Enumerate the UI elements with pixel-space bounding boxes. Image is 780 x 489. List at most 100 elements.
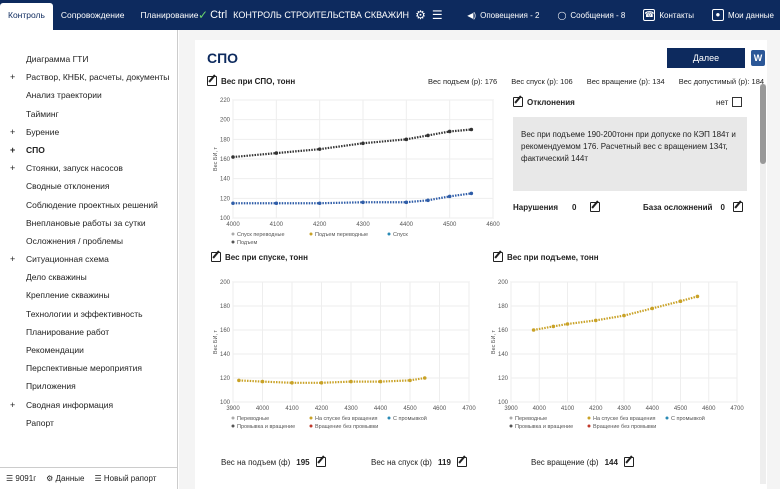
edit-icon[interactable]	[493, 252, 503, 262]
tab-planning[interactable]: Планирование	[140, 10, 199, 20]
edit-icon[interactable]	[315, 457, 326, 467]
data-button[interactable]: ⚙ Данные	[46, 474, 85, 483]
sidebar-item[interactable]: + Ситуационная схема	[0, 250, 178, 268]
sidebar-item[interactable]: + Сводная информация	[0, 396, 178, 414]
edit-icon[interactable]	[623, 457, 634, 467]
sidebar-item[interactable]: + Раствор, КНБК, расчеты, документы	[0, 68, 178, 86]
series-line	[380, 379, 411, 383]
x-tick-label: 4100	[270, 222, 284, 228]
chart3-title-text: Вес при подъеме, тонн	[507, 252, 599, 262]
deviations-header: Отклонения	[513, 97, 575, 107]
sidebar-item[interactable]: Перспективные мероприятия	[0, 359, 178, 377]
tab-support[interactable]: Сопровождение	[60, 10, 125, 20]
edit-icon[interactable]	[211, 252, 221, 262]
legend-label: Подъем переводные	[315, 232, 368, 238]
edit-icon[interactable]	[513, 97, 523, 107]
series-line	[449, 128, 472, 133]
series-line	[680, 295, 698, 303]
fact-up: Вес на подъем (ф) 195	[221, 457, 326, 467]
contacts-link[interactable]: ☎ Контакты	[643, 9, 694, 21]
expand-icon[interactable]: +	[10, 163, 16, 174]
top-bar: Контроль Сопровождение Планирование ✓ Ct…	[0, 0, 780, 30]
violations-row: Нарушения 0	[513, 202, 601, 212]
sidebar-item-label: Крепление скважины	[26, 290, 110, 301]
expand-icon[interactable]: +	[10, 144, 16, 155]
brand-logo-icon: ✓	[198, 8, 209, 22]
edit-icon[interactable]	[732, 202, 743, 212]
chat-icon: ◯	[557, 10, 567, 20]
brand-logo: Ctrl	[210, 9, 228, 21]
sidebar-item[interactable]: + Бурение	[0, 123, 178, 141]
phone-icon: ☎	[643, 9, 656, 21]
sidebar-item[interactable]: Технологии и эффективность	[0, 305, 178, 323]
legend-marker	[587, 416, 591, 420]
expand-icon[interactable]: +	[10, 126, 16, 137]
edit-icon[interactable]	[207, 76, 217, 86]
edit-icon[interactable]	[456, 457, 467, 467]
new-report-button[interactable]: ☰ Новый рапорт	[94, 474, 157, 483]
expand-icon[interactable]: +	[10, 399, 16, 410]
x-tick-label: 4600	[486, 222, 500, 228]
sidebar-item[interactable]: Тайминг	[0, 105, 178, 123]
sidebar-item[interactable]: Рапорт	[0, 414, 178, 432]
expand-icon[interactable]: +	[10, 72, 16, 83]
alerts-link[interactable]: ◀) Оповещения - 2	[467, 11, 539, 20]
sidebar-item[interactable]: Анализ траектории	[0, 86, 178, 104]
legend-marker	[387, 232, 391, 236]
x-tick-label: 4700	[462, 406, 476, 412]
well-selector[interactable]: ☰ 9091г	[6, 474, 37, 483]
series-line	[238, 379, 263, 383]
messages-link[interactable]: ◯ Сообщения - 8	[557, 11, 625, 20]
sidebar-item[interactable]: Планирование работ	[0, 323, 178, 341]
x-tick-label: 4200	[315, 406, 329, 412]
sidebar-item[interactable]: Сводные отклонения	[0, 177, 178, 195]
new-report-label: Новый рапорт	[103, 474, 157, 483]
profile-link[interactable]: ● Мои данные	[711, 9, 774, 21]
contacts-label: Контакты	[659, 10, 694, 20]
sidebar-item-label: Тайминг	[26, 108, 59, 119]
expand-icon[interactable]: +	[10, 254, 16, 265]
sidebar-item[interactable]: + СПО	[0, 141, 178, 159]
sidebar-item-label: Соблюдение проектных решений	[26, 199, 158, 210]
next-button[interactable]: Далее	[667, 48, 745, 68]
y-tick-label: 180	[498, 304, 509, 310]
deviations-checkbox[interactable]	[732, 97, 743, 107]
scrollbar-thumb[interactable]	[760, 84, 766, 164]
x-tick-label: 3900	[504, 406, 518, 412]
sidebar-item[interactable]: Рекомендации	[0, 341, 178, 359]
tab-control[interactable]: Контроль	[0, 3, 53, 30]
sidebar-item[interactable]: Соблюдение проектных решений	[0, 196, 178, 214]
sidebar-item[interactable]: + Стоянки, запуск насосов	[0, 159, 178, 177]
series-line	[262, 380, 293, 384]
sidebar-item-label: Приложения	[26, 381, 76, 392]
sidebar-item[interactable]: Внеплановые работы за сутки	[0, 214, 178, 232]
x-tick-label: 4300	[356, 222, 370, 228]
series-line	[321, 380, 352, 384]
legend-marker	[509, 416, 513, 420]
deviations-text: Вес при подъеме 190-200тонн при допуске …	[513, 117, 747, 191]
page-title: СПО	[207, 50, 239, 66]
gear-icon[interactable]: ⚙	[415, 8, 426, 22]
y-tick-label: 120	[220, 376, 231, 382]
brand-title: КОНТРОЛЬ СТРОИТЕЛЬСТВА СКВАЖИН	[233, 10, 410, 20]
scrollbar[interactable]	[760, 84, 766, 484]
edit-icon[interactable]	[590, 202, 601, 212]
sidebar-item[interactable]: Диаграмма ГТИ	[0, 50, 178, 68]
database-icon[interactable]: ☰	[431, 8, 443, 22]
brand: ✓ Ctrl КОНТРОЛЬ СТРОИТЕЛЬСТВА СКВАЖИН ⚙ …	[198, 0, 443, 30]
word-export-icon[interactable]: W	[751, 50, 765, 66]
sidebar-item[interactable]: Осложнения / проблемы	[0, 232, 178, 250]
speaker-icon: ◀)	[467, 10, 477, 20]
y-tick-label: 120	[498, 376, 509, 382]
x-tick-label: 3900	[226, 406, 240, 412]
legend-label: Вращение без промывки	[315, 424, 378, 430]
x-tick-label: 4200	[313, 222, 327, 228]
series-line	[319, 142, 364, 151]
sidebar-item[interactable]: Крепление скважины	[0, 286, 178, 304]
legend-label: Подъем	[237, 240, 257, 246]
x-tick-label: 4100	[561, 406, 575, 412]
series-line	[449, 192, 472, 198]
sidebar-item[interactable]: Дело скважины	[0, 268, 178, 286]
sidebar-item[interactable]: Приложения	[0, 377, 178, 395]
series-line	[406, 199, 429, 204]
